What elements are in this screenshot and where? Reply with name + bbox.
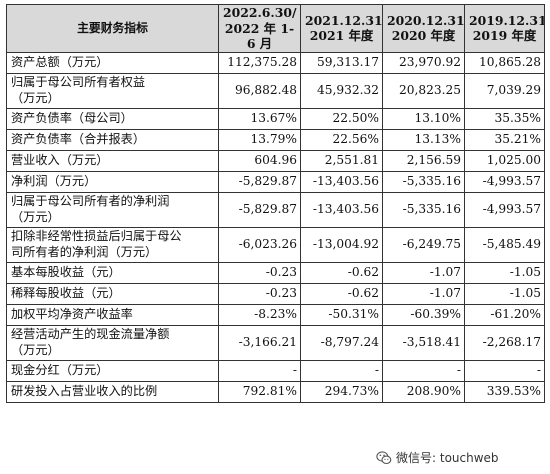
- header-2021-text: 2021.12.31/2021 年度: [305, 12, 383, 44]
- row-label: 加权平均净资产收益率: [6, 303, 219, 326]
- row-value: -4,993.57: [464, 191, 545, 228]
- row-value: -1.05: [464, 261, 545, 284]
- table-row: 归属于母公司所有者权益 （万元） 96,882.48 45,932.32 20,823.…: [6, 72, 545, 109]
- row-value: 13.67%: [218, 107, 301, 130]
- row-value: -5,485.49: [464, 226, 545, 263]
- row-value: -1.05: [464, 282, 545, 305]
- row-value: 112,375.28: [218, 51, 301, 74]
- row-value: -: [300, 359, 383, 382]
- row-value: 22.50%: [300, 107, 383, 130]
- row-value: 10,865.28: [464, 51, 545, 74]
- row-value: -: [382, 359, 465, 382]
- row-value: 13.10%: [382, 107, 465, 130]
- wechat-icon: [376, 450, 392, 464]
- table-row: 营业收入（万元） 604.96 2,551.81 2,156.59 1,025.00: [6, 149, 545, 172]
- row-label: 资产负债率（合并报表）: [6, 128, 219, 151]
- header-2019-text: 2019.12.31/2019 年度: [469, 12, 545, 44]
- row-value: -0.23: [218, 261, 301, 284]
- table-row: 资产负债率（母公司） 13.67% 22.50% 13.10% 35.35%: [6, 107, 545, 130]
- row-label: 资产总额（万元）: [6, 51, 219, 74]
- row-label: 扣除非经常性损益后归属于母公 司所有者的净利润（万元）: [6, 226, 219, 263]
- row-value: 604.96: [218, 149, 301, 172]
- row-value: -0.62: [300, 282, 383, 305]
- row-value: -60.39%: [382, 303, 465, 326]
- row-value: -4,993.57: [464, 170, 545, 193]
- row-value: 59,313.17: [300, 51, 383, 74]
- row-value: -3,166.21: [218, 324, 301, 361]
- table-row: 研发投入占营业收入的比例 792.81% 294.73% 208.90% 339.53%: [6, 380, 545, 403]
- row-value: -61.20%: [464, 303, 545, 326]
- row-value: -1.07: [382, 261, 465, 284]
- row-value: -5,829.87: [218, 191, 301, 228]
- row-value: -13,004.92: [300, 226, 383, 263]
- row-value: -13,403.56: [300, 191, 383, 228]
- row-label: 营业收入（万元）: [6, 149, 219, 172]
- row-value: -5,335.16: [382, 191, 465, 228]
- row-value: -6,023.26: [218, 226, 301, 263]
- table-row: 现金分红（万元） - - - -: [6, 359, 545, 382]
- row-value: -13,403.56: [300, 170, 383, 193]
- row-label: 归属于母公司所有者的净利润 （万元）: [6, 191, 219, 228]
- row-value: -2,268.17: [464, 324, 545, 361]
- header-row: 主要财务指标 2022.6.30/2022 年 1-6 月 2021.12.31…: [6, 4, 545, 53]
- table-row: 归属于母公司所有者的净利润 （万元） -5,829.87 -13,403.56 -5,3…: [6, 191, 545, 228]
- row-value: -6,249.75: [382, 226, 465, 263]
- row-value: 96,882.48: [218, 72, 301, 109]
- watermark-text: 微信号: touchweb: [396, 451, 499, 465]
- table-row: 扣除非经常性损益后归属于母公 司所有者的净利润（万元） -6,023.26 -13,0…: [6, 226, 545, 263]
- row-value: -: [464, 359, 545, 382]
- row-label: 稀释每股收益（元）: [6, 282, 219, 305]
- row-value: -1.07: [382, 282, 465, 305]
- row-label: 基本每股收益（元）: [6, 261, 219, 284]
- row-value: -: [218, 359, 301, 382]
- table-row: 经营活动产生的现金流量净额 （万元） -3,166.21 -8,797.24 -3,51…: [6, 324, 545, 361]
- header-2019: 2019.12.31/2019 年度: [464, 4, 545, 53]
- header-2022h1-text: 2022.6.30/2022 年 1-6 月: [223, 5, 297, 51]
- header-2020-text: 2020.12.31/2020 年度: [387, 12, 465, 44]
- table-row: 加权平均净资产收益率 -8.23% -50.31% -60.39% -61.20%: [6, 303, 545, 326]
- financial-indicators-table: 主要财务指标 2022.6.30/2022 年 1-6 月 2021.12.31…: [6, 4, 545, 403]
- row-value: 20,823.25: [382, 72, 465, 109]
- row-value: -5,335.16: [382, 170, 465, 193]
- row-value: 294.73%: [300, 380, 383, 403]
- row-label: 研发投入占营业收入的比例: [6, 380, 219, 403]
- row-value: 2,156.59: [382, 149, 465, 172]
- row-label: 净利润（万元）: [6, 170, 219, 193]
- row-value: 35.35%: [464, 107, 545, 130]
- table-row: 稀释每股收益（元） -0.23 -0.62 -1.07 -1.05: [6, 282, 545, 305]
- header-2020: 2020.12.31/2020 年度: [382, 4, 465, 53]
- row-value: -5,829.87: [218, 170, 301, 193]
- table-row: 净利润（万元） -5,829.87 -13,403.56 -5,335.16 -4,99…: [6, 170, 545, 193]
- row-value: -3,518.41: [382, 324, 465, 361]
- row-value: 45,932.32: [300, 72, 383, 109]
- row-value: 13.79%: [218, 128, 301, 151]
- row-value: 23,970.92: [382, 51, 465, 74]
- row-label: 归属于母公司所有者权益 （万元）: [6, 72, 219, 109]
- table-row: 基本每股收益（元） -0.23 -0.62 -1.07 -1.05: [6, 261, 545, 284]
- row-label: 经营活动产生的现金流量净额 （万元）: [6, 324, 219, 361]
- row-label: 现金分红（万元）: [6, 359, 219, 382]
- table-row: 资产总额（万元） 112,375.28 59,313.17 23,970.92 10,8…: [6, 51, 545, 74]
- watermark: 微信号: touchweb: [376, 449, 499, 466]
- row-value: 35.21%: [464, 128, 545, 151]
- row-value: 1,025.00: [464, 149, 545, 172]
- row-value: 13.13%: [382, 128, 465, 151]
- header-2022h1: 2022.6.30/2022 年 1-6 月: [218, 4, 301, 53]
- row-value: -50.31%: [300, 303, 383, 326]
- row-value: -0.62: [300, 261, 383, 284]
- row-value: 339.53%: [464, 380, 545, 403]
- row-value: -8.23%: [218, 303, 301, 326]
- header-2021: 2021.12.31/2021 年度: [300, 4, 383, 53]
- row-label: 资产负债率（母公司）: [6, 107, 219, 130]
- header-indicator: 主要财务指标: [6, 4, 219, 53]
- row-value: 208.90%: [382, 380, 465, 403]
- row-value: -0.23: [218, 282, 301, 305]
- row-value: 792.81%: [218, 380, 301, 403]
- row-value: 7,039.29: [464, 72, 545, 109]
- table-row: 资产负债率（合并报表） 13.79% 22.56% 13.13% 35.21%: [6, 128, 545, 151]
- row-value: -8,797.24: [300, 324, 383, 361]
- row-value: 22.56%: [300, 128, 383, 151]
- row-value: 2,551.81: [300, 149, 383, 172]
